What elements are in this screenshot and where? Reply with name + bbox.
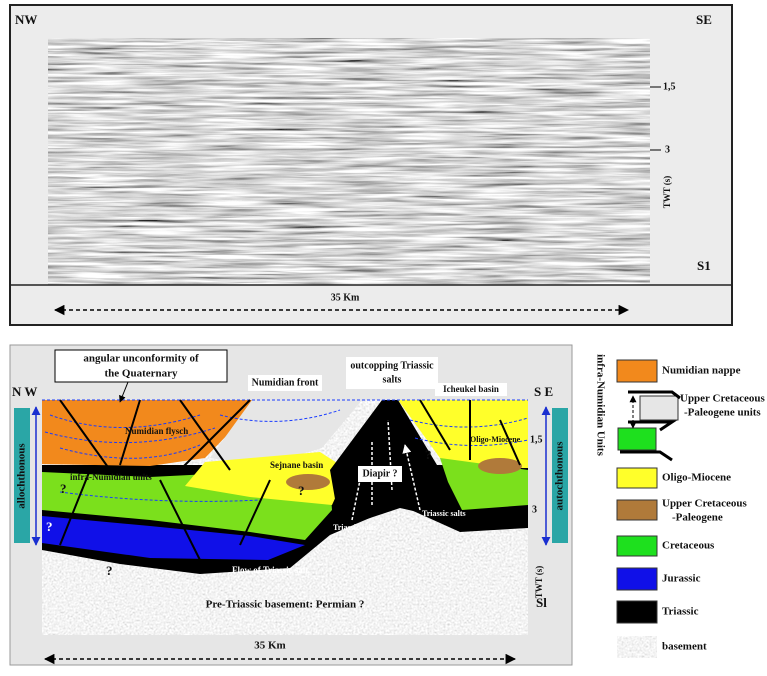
label-box bbox=[358, 466, 402, 482]
callout-box bbox=[54, 349, 228, 383]
unit-label: Triassic salts bbox=[422, 509, 466, 518]
callout: Icheukel basin bbox=[443, 384, 499, 394]
legend-label: Numidian nappe bbox=[662, 365, 741, 377]
seismic-image bbox=[48, 38, 650, 285]
callout-box bbox=[248, 375, 322, 391]
callout: angular unconformity of bbox=[83, 353, 199, 365]
unit-label: infra-Numidian units bbox=[70, 472, 152, 482]
scale-label: 35 Km bbox=[254, 640, 285, 652]
seismic-panel: NW SE 1,5 3 TWT (s) S1 35 Km bbox=[9, 4, 733, 326]
axis-label: TWT (s) bbox=[662, 176, 672, 209]
axis-label: TWT (s) bbox=[534, 566, 544, 599]
legend-swatch bbox=[639, 395, 679, 421]
tick-label: 3 bbox=[532, 504, 537, 515]
legend-label: -Paleogene units bbox=[684, 407, 761, 419]
jurassic bbox=[42, 516, 305, 560]
callout: the Quaternary bbox=[104, 368, 178, 380]
legend-swatch bbox=[617, 427, 657, 451]
unit-label: Numidian flysch bbox=[125, 426, 188, 436]
question-mark: ? bbox=[106, 563, 113, 578]
legend-bracket-label: infra-Numidian Units bbox=[594, 354, 606, 456]
bracket-label: allochthonous bbox=[16, 443, 28, 509]
callout: outcopping Triassic bbox=[350, 360, 434, 371]
nw-label: N W bbox=[12, 384, 37, 399]
legend-swatch bbox=[616, 635, 658, 659]
unit-label: Triassic salts bbox=[333, 523, 377, 532]
callout-arrow bbox=[119, 381, 129, 403]
legend-swatch bbox=[616, 467, 658, 489]
paleogene bbox=[286, 474, 330, 490]
question-mark: ? bbox=[46, 519, 53, 534]
question-mark: ? bbox=[60, 481, 67, 496]
line-label: Sl bbox=[536, 595, 547, 610]
callout: Numidian front bbox=[252, 377, 319, 388]
legend-swatch bbox=[616, 567, 658, 591]
tick-label: 1,5 bbox=[663, 81, 676, 92]
nw-label: NW bbox=[15, 12, 37, 27]
legend-swatch bbox=[616, 359, 658, 383]
diapir bbox=[330, 400, 462, 528]
question-mark: ? bbox=[298, 483, 305, 498]
legend-label: Upper Cretaceous bbox=[680, 393, 766, 405]
legend-label: Oligo-Miocene bbox=[662, 472, 731, 484]
legend-thrust bbox=[620, 390, 681, 462]
question-mark: ? bbox=[425, 447, 432, 462]
interpreted-panel: angular unconformity of the Quaternary N… bbox=[9, 344, 573, 666]
unit-label: Diapir ? bbox=[362, 468, 397, 479]
legend: Numidian nappe Upper Cretaceous -Paleoge… bbox=[594, 354, 766, 659]
bracket-box bbox=[552, 408, 568, 543]
legend-swatch bbox=[616, 499, 658, 521]
unit-label: Pre-Triassic basement: Permian ? bbox=[206, 599, 365, 611]
se-label: S E bbox=[534, 384, 553, 399]
legend-label: Upper Cretaceous bbox=[662, 498, 748, 510]
bracket-label: autochthonous bbox=[554, 441, 566, 511]
unit-label: Oligo-Miocene bbox=[470, 435, 521, 444]
paleogene bbox=[478, 458, 522, 474]
fault bbox=[59, 399, 521, 561]
se-label: SE bbox=[696, 12, 712, 27]
bracket-box bbox=[14, 408, 30, 543]
callout-box bbox=[346, 357, 438, 389]
callout-box bbox=[435, 383, 507, 396]
upper-cretaceous-units bbox=[210, 400, 362, 466]
legend-swatch bbox=[616, 535, 658, 557]
legend-swatch bbox=[616, 600, 658, 624]
tick-label: 1,5 bbox=[530, 434, 543, 445]
line-label: S1 bbox=[697, 258, 711, 273]
unit-label: Flow of Triassic salt bbox=[232, 565, 308, 575]
scale-label: 35 Km bbox=[331, 292, 360, 303]
legend-label: Jurassic bbox=[662, 573, 701, 585]
unit-label: Sejnane basin bbox=[270, 460, 323, 470]
legend-label: basement bbox=[662, 641, 707, 653]
callout: salts bbox=[383, 374, 402, 385]
legend-label: Cretaceous bbox=[662, 540, 715, 552]
tick-label: 3 bbox=[665, 144, 670, 155]
legend-label: Triassic bbox=[662, 606, 699, 618]
legend-label: -Paleogene bbox=[672, 512, 723, 524]
